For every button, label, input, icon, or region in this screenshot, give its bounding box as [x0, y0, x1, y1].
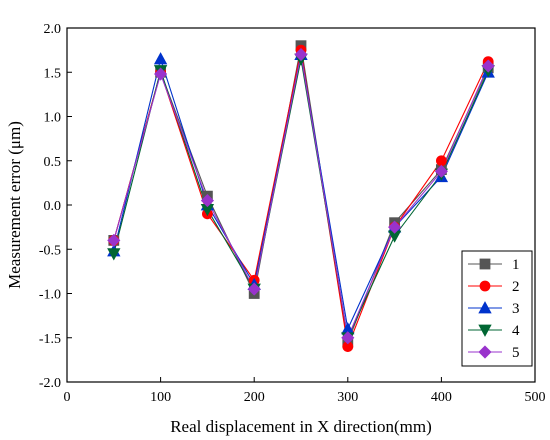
x-tick-label: 400 [431, 390, 452, 405]
legend-marker-3 [478, 301, 492, 314]
data-point-series-3 [153, 52, 168, 65]
x-tick-label: 500 [525, 390, 546, 405]
series-line-2 [113, 50, 489, 349]
y-tick-label: -1.0 [39, 288, 61, 303]
legend-marker-2 [479, 280, 491, 292]
data-point-series-5 [154, 67, 168, 81]
legend-label-3: 3 [512, 301, 520, 317]
legend-marker-4 [478, 324, 492, 337]
plot-area: 0 100 200 300 400 500 2.0 1.5 1.0 0.5 0.0 -0.5 -1.0 -… [39, 22, 546, 405]
x-tick-label: 0 [64, 390, 71, 405]
y-tick-label: 1.5 [44, 66, 62, 81]
y-tick-label: -1.5 [39, 332, 61, 347]
legend-marker-5 [478, 345, 492, 359]
data-point-series-4 [107, 248, 121, 261]
data-point-series-5 [481, 59, 495, 73]
x-axis-title: Real displacement in X direction(mm) [170, 417, 432, 436]
data-point-series-5 [341, 331, 355, 345]
x-tick-label: 300 [337, 390, 358, 405]
x-tick-label: 200 [244, 390, 265, 405]
legend-label-5: 5 [512, 345, 520, 361]
legend-marker-1 [479, 258, 491, 270]
y-tick-label: 0.0 [44, 199, 62, 214]
data-point-series-2 [435, 155, 447, 167]
data-point-series-5 [294, 47, 308, 62]
data-point-series-5 [388, 220, 402, 234]
data-point-series-5 [247, 282, 261, 296]
y-tick-label: -0.5 [39, 243, 61, 258]
legend-label-4: 4 [512, 323, 520, 339]
y-tick-label: 1.0 [44, 111, 62, 126]
data-point-series-5 [434, 164, 448, 178]
y-tick-label: -2.0 [39, 376, 61, 391]
y-tick-label: 2.0 [44, 22, 62, 37]
series-line-1 [113, 45, 489, 345]
data-point-series-5 [107, 233, 121, 247]
x-tick-label: 100 [150, 390, 171, 405]
legend: 1 2 3 4 5 [461, 250, 533, 367]
y-axis-title: Measurement error (μm) [5, 121, 24, 289]
y-tick-label: 0.5 [44, 155, 62, 170]
data-point-series-5 [200, 194, 214, 208]
legend-label-2: 2 [512, 279, 520, 295]
legend-label-1: 1 [512, 257, 520, 273]
